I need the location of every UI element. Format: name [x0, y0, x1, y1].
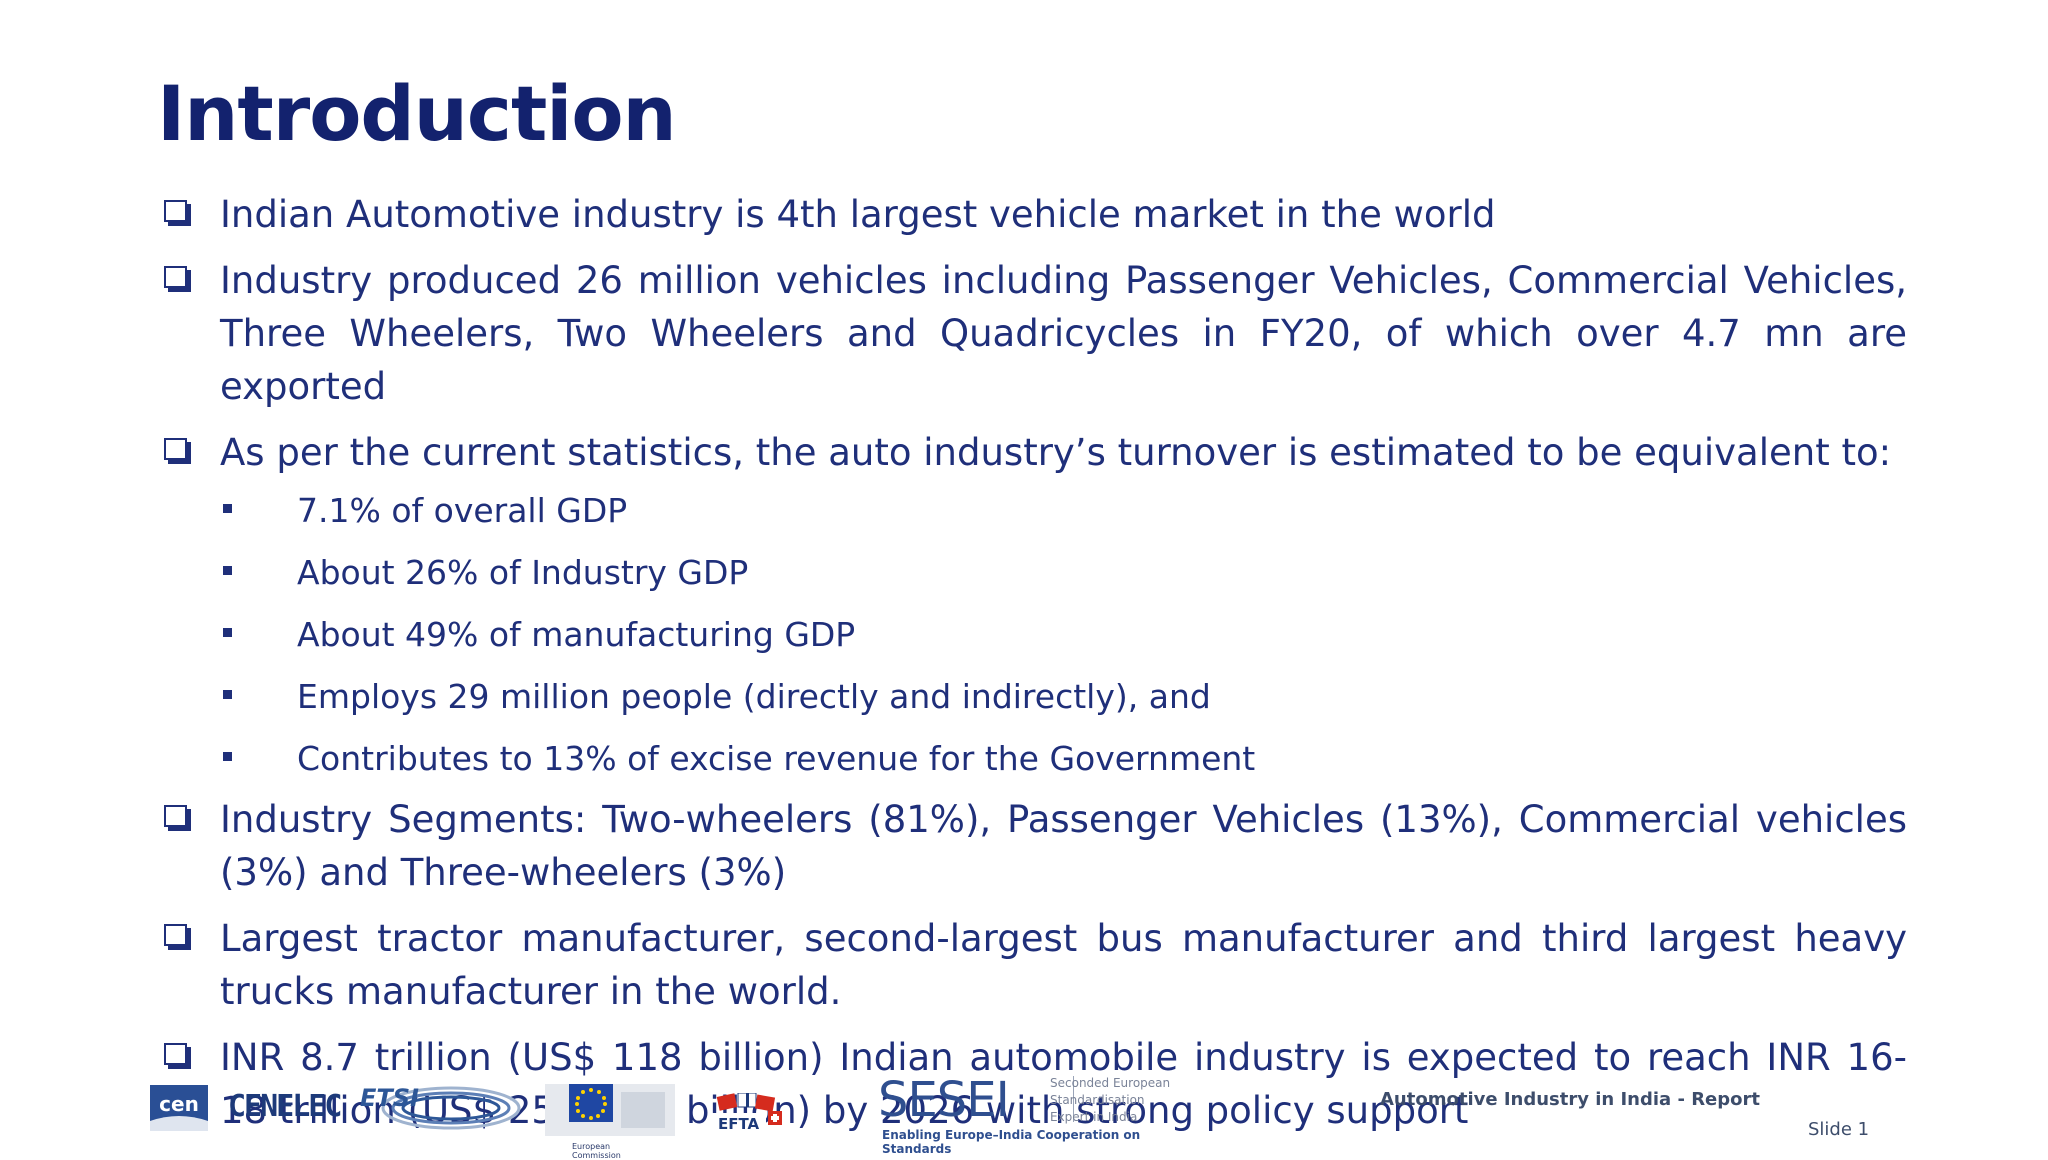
sesei-line2: Standardisation	[1050, 1093, 1145, 1107]
bullet-text: Indian Automotive industry is 4th larges…	[220, 193, 1496, 236]
bullet-text: Largest tractor manufacturer, second-lar…	[220, 917, 1907, 1013]
report-title: Automotive Industry in India - Report	[1380, 1089, 1760, 1110]
cenelec-logo: CENELEC	[228, 1089, 342, 1124]
square-bullet-icon	[223, 690, 232, 699]
bullet-item: Industry produced 26 million vehicles in…	[157, 254, 1907, 413]
sub-bullet-text: Contributes to 13% of excise revenue for…	[297, 739, 1256, 778]
square-bullet-icon	[223, 504, 232, 513]
checkbox-bullet-icon	[164, 266, 187, 288]
sub-bullet-text: Employs 29 million people (directly and …	[297, 677, 1211, 716]
bullet-item: INR 8.7 trillion (US$ 118 billion) India…	[157, 1031, 1907, 1137]
sub-bullet-item: 7.1% of overall GDP	[157, 487, 1907, 535]
sub-bullet-item: Employs 29 million people (directly and …	[157, 673, 1907, 721]
ec-caption-line1: European	[572, 1142, 611, 1151]
cen-logo: cen	[150, 1085, 208, 1131]
sesei-logo: SESEI Seconded European Standardisation …	[878, 1072, 1198, 1156]
slide-number: Slide 1	[1808, 1119, 1870, 1140]
sesei-divider	[1073, 1076, 1074, 1122]
slide-body: Indian Automotive industry is 4th larges…	[157, 188, 1907, 1150]
efta-logo-text: EFTA	[718, 1115, 760, 1133]
ec-caption-line2: Commission	[572, 1151, 621, 1160]
checkbox-bullet-icon	[164, 200, 187, 222]
bullet-text: Industry produced 26 million vehicles in…	[220, 259, 1907, 408]
sesei-line1: Seconded European	[1050, 1076, 1171, 1090]
bullet-item: As per the current statistics, the auto …	[157, 426, 1907, 479]
square-bullet-icon	[223, 566, 232, 575]
sub-bullet-item: Contributes to 13% of excise revenue for…	[157, 735, 1907, 783]
sub-bullet-text: About 49% of manufacturing GDP	[297, 615, 856, 654]
bullet-text: INR 8.7 trillion (US$ 118 billion) India…	[220, 1036, 1907, 1132]
cen-logo-text: cen	[159, 1092, 199, 1116]
sub-bullet-item: About 49% of manufacturing GDP	[157, 611, 1907, 659]
sub-bullet-item: About 26% of Industry GDP	[157, 549, 1907, 597]
bullet-item: Industry Segments: Two-wheelers (81%), P…	[157, 793, 1907, 899]
bullet-text: Industry Segments: Two-wheelers (81%), P…	[220, 798, 1907, 894]
sub-bullet-text: 7.1% of overall GDP	[297, 491, 628, 530]
european-commission-logo: European Commission	[545, 1078, 675, 1160]
bullet-item: Indian Automotive industry is 4th larges…	[157, 188, 1907, 241]
slide-title: Introduction	[157, 69, 677, 158]
efta-logo: EFTA	[710, 1092, 785, 1135]
etsi-logo: ETSI	[356, 1080, 526, 1136]
bullet-item: Largest tractor manufacturer, second-lar…	[157, 912, 1907, 1018]
checkbox-bullet-icon	[164, 438, 187, 460]
checkbox-bullet-icon	[164, 924, 187, 946]
sesei-line3: Expert in India	[1050, 1110, 1138, 1124]
etsi-logo-text: ETSI	[360, 1084, 419, 1112]
cenelec-logo-text: CENELEC	[228, 1089, 342, 1124]
checkbox-bullet-icon	[164, 805, 187, 827]
sub-bullet-text: About 26% of Industry GDP	[297, 553, 749, 592]
sesei-logo-text: SESEI	[878, 1072, 1010, 1128]
bullet-text: As per the current statistics, the auto …	[220, 431, 1892, 474]
checkbox-bullet-icon	[164, 1043, 187, 1065]
square-bullet-icon	[223, 628, 232, 637]
square-bullet-icon	[223, 752, 232, 761]
